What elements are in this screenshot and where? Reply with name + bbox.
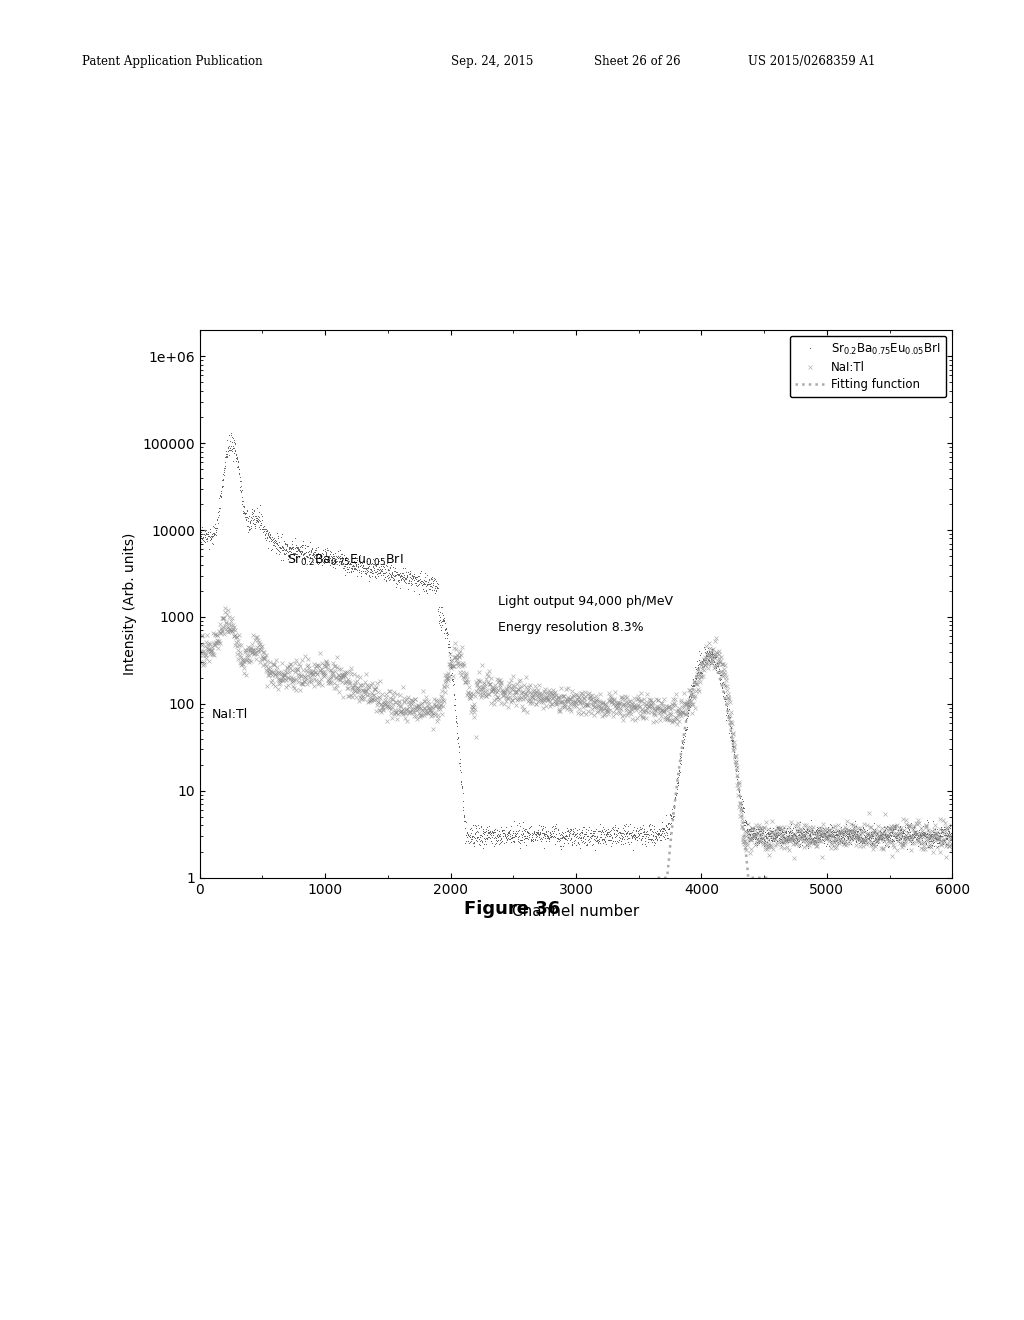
$\mathrm{Sr_{0.2}Ba_{0.75}Eu_{0.05}BrI}$ bbox=[650, 832, 663, 847]
Text: Sheet 26 of 26: Sheet 26 of 26 bbox=[594, 55, 681, 69]
Fitting function bbox=[754, 870, 766, 886]
Text: Energy resolution 8.3%: Energy resolution 8.3% bbox=[499, 622, 644, 635]
$\mathrm{Sr_{0.2}Ba_{0.75}Eu_{0.05}BrI}$ bbox=[194, 524, 206, 540]
NaI:Tl bbox=[261, 663, 273, 678]
$\mathrm{Sr_{0.2}Ba_{0.75}Eu_{0.05}BrI}$ bbox=[627, 842, 639, 858]
Text: Patent Application Publication: Patent Application Publication bbox=[82, 55, 262, 69]
Fitting function bbox=[764, 870, 776, 886]
$\mathrm{Sr_{0.2}Ba_{0.75}Eu_{0.05}BrI}$ bbox=[443, 640, 456, 656]
Fitting function bbox=[651, 870, 664, 886]
X-axis label: Channel number: Channel number bbox=[512, 904, 640, 919]
$\mathrm{Sr_{0.2}Ba_{0.75}Eu_{0.05}BrI}$ bbox=[912, 824, 925, 840]
$\mathrm{Sr_{0.2}Ba_{0.75}Eu_{0.05}BrI}$ bbox=[946, 834, 958, 850]
NaI:Tl bbox=[219, 601, 231, 616]
$\mathrm{Sr_{0.2}Ba_{0.75}Eu_{0.05}BrI}$ bbox=[344, 556, 356, 572]
NaI:Tl bbox=[946, 841, 958, 857]
NaI:Tl bbox=[211, 627, 223, 643]
NaI:Tl bbox=[194, 647, 206, 663]
NaI:Tl bbox=[646, 700, 658, 715]
Legend: $\mathrm{Sr_{0.2}Ba_{0.75}Eu_{0.05}BrI}$, NaI:Tl, Fitting function: $\mathrm{Sr_{0.2}Ba_{0.75}Eu_{0.05}BrI}$… bbox=[790, 335, 946, 397]
NaI:Tl bbox=[814, 820, 826, 836]
Fitting function bbox=[721, 700, 733, 715]
Text: Sep. 24, 2015: Sep. 24, 2015 bbox=[451, 55, 532, 69]
NaI:Tl bbox=[473, 684, 485, 700]
Text: $\mathrm{Sr_{0.2}Ba_{0.75}Eu_{0.05}BrI}$: $\mathrm{Sr_{0.2}Ba_{0.75}Eu_{0.05}BrI}$ bbox=[288, 553, 403, 568]
NaI:Tl bbox=[234, 638, 247, 653]
Y-axis label: Intensity (Arb. units): Intensity (Arb. units) bbox=[123, 533, 136, 675]
$\mathrm{Sr_{0.2}Ba_{0.75}Eu_{0.05}BrI}$ bbox=[494, 837, 506, 853]
Fitting function bbox=[651, 870, 664, 886]
Text: NaI:Tl: NaI:Tl bbox=[212, 709, 249, 721]
Text: Light output 94,000 ph/MeV: Light output 94,000 ph/MeV bbox=[499, 595, 673, 609]
Fitting function bbox=[719, 690, 731, 706]
Line: $\mathrm{Sr_{0.2}Ba_{0.75}Eu_{0.05}BrI}$: $\mathrm{Sr_{0.2}Ba_{0.75}Eu_{0.05}BrI}$ bbox=[199, 433, 953, 851]
Line: Fitting function: Fitting function bbox=[657, 659, 770, 878]
Fitting function bbox=[719, 689, 731, 705]
Line: NaI:Tl: NaI:Tl bbox=[199, 606, 953, 859]
Text: Figure 36: Figure 36 bbox=[464, 900, 560, 919]
$\mathrm{Sr_{0.2}Ba_{0.75}Eu_{0.05}BrI}$ bbox=[225, 426, 238, 442]
Fitting function bbox=[701, 651, 714, 667]
$\mathrm{Sr_{0.2}Ba_{0.75}Eu_{0.05}BrI}$ bbox=[555, 842, 567, 858]
Text: US 2015/0268359 A1: US 2015/0268359 A1 bbox=[748, 55, 874, 69]
Fitting function bbox=[746, 870, 759, 886]
NaI:Tl bbox=[787, 850, 800, 866]
